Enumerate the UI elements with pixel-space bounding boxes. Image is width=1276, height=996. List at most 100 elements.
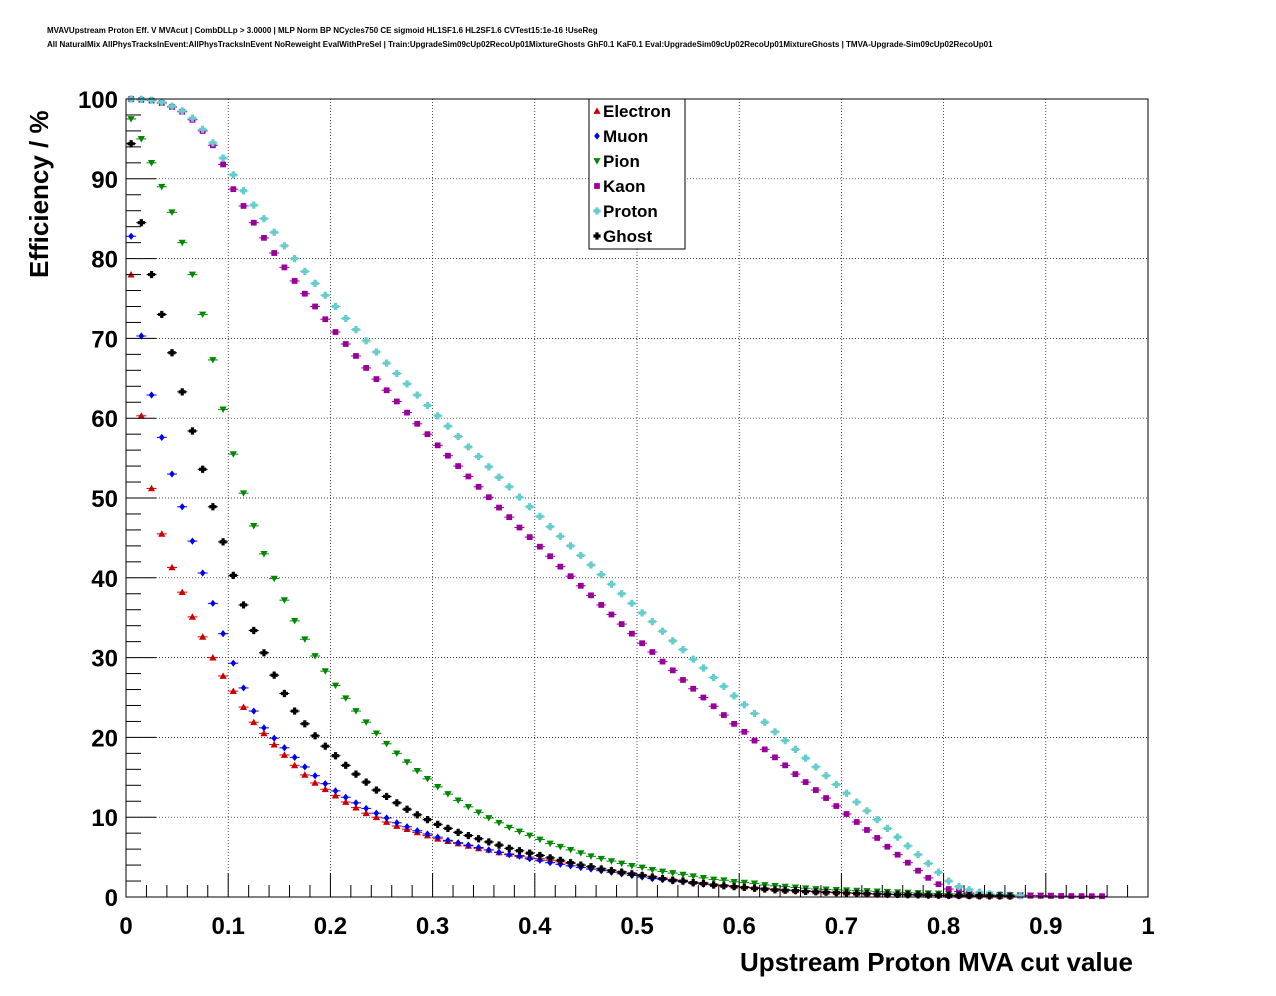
data-point <box>239 703 248 710</box>
data-point <box>372 730 380 738</box>
data-point <box>649 649 656 655</box>
data-point <box>505 824 513 832</box>
x-tick-label: 0.5 <box>620 913 653 940</box>
data-point <box>454 432 462 441</box>
data-point <box>577 850 585 857</box>
data-point <box>915 867 921 874</box>
data-point <box>802 754 810 762</box>
data-point <box>209 503 217 511</box>
data-point <box>934 868 943 876</box>
data-point <box>250 201 258 209</box>
data-point <box>485 815 493 822</box>
data-point <box>700 694 707 701</box>
data-point <box>536 512 544 520</box>
data-point <box>229 687 237 694</box>
x-tick-label: 0.3 <box>416 913 449 940</box>
data-point <box>137 412 145 419</box>
data-point <box>199 569 206 577</box>
x-tick-label: 1 <box>1141 913 1154 940</box>
data-point <box>332 329 339 335</box>
data-point <box>802 887 810 896</box>
data-point <box>638 609 646 617</box>
data-point <box>147 159 156 167</box>
series-electron <box>126 270 1016 899</box>
data-point <box>1058 893 1065 899</box>
data-point <box>434 412 442 420</box>
y-axis-title: Efficiency / % <box>24 110 54 278</box>
data-point <box>219 406 227 414</box>
data-point <box>904 891 912 899</box>
data-point <box>138 332 145 340</box>
data-point <box>178 107 186 115</box>
data-point <box>526 849 534 857</box>
data-point <box>638 864 646 872</box>
data-point <box>699 874 708 882</box>
data-point <box>771 886 779 894</box>
data-point <box>556 843 564 851</box>
data-point <box>699 879 708 888</box>
data-point <box>791 745 800 753</box>
data-point <box>679 871 687 879</box>
data-point <box>863 890 871 898</box>
data-point <box>312 303 318 310</box>
x-tick-label: 0.1 <box>212 913 245 940</box>
data-point <box>127 140 135 148</box>
data-point <box>556 532 564 540</box>
data-point <box>495 473 503 481</box>
data-point <box>597 865 605 873</box>
data-point <box>250 718 258 726</box>
data-point <box>515 847 524 855</box>
data-point <box>169 470 175 478</box>
data-point <box>128 232 134 240</box>
x-tick-label: 0.8 <box>927 913 960 940</box>
data-point <box>680 677 686 683</box>
data-point <box>301 267 309 275</box>
data-point <box>444 791 452 798</box>
data-point <box>740 883 748 892</box>
data-point <box>812 763 820 771</box>
data-point <box>220 161 226 168</box>
data-point <box>669 667 676 674</box>
data-point <box>894 833 902 841</box>
data-point <box>955 891 963 900</box>
header-line-1: MVAVUpstream Proton Eff. V MVAcut | Comb… <box>47 26 598 35</box>
data-point <box>270 671 278 679</box>
data-point <box>301 720 309 728</box>
data-point <box>587 863 595 871</box>
data-point <box>945 877 953 885</box>
data-point <box>935 881 942 888</box>
y-tick-label: 90 <box>91 167 118 194</box>
data-point <box>261 234 267 241</box>
data-point <box>628 870 636 878</box>
data-point <box>925 874 932 881</box>
data-point <box>260 215 268 223</box>
data-point <box>956 888 962 895</box>
data-point <box>883 824 891 832</box>
data-point <box>741 728 748 735</box>
data-point <box>904 859 911 866</box>
data-point <box>322 780 329 788</box>
series-muon <box>126 232 1016 901</box>
data-point <box>750 880 759 888</box>
series-kaon <box>126 96 1108 900</box>
data-point <box>822 888 830 896</box>
data-point <box>372 813 380 821</box>
data-point <box>802 779 809 785</box>
data-point <box>1068 893 1075 899</box>
data-point <box>526 503 534 511</box>
data-point <box>178 239 186 247</box>
data-point <box>291 618 299 625</box>
data-point <box>250 707 257 715</box>
y-tick-labels: 0 10 20 30 40 50 60 70 80 90 100 <box>78 87 118 912</box>
data-point <box>393 819 400 827</box>
data-point <box>188 427 197 435</box>
data-point <box>280 597 289 604</box>
data-point <box>373 809 380 817</box>
data-point <box>229 571 237 580</box>
data-point <box>547 553 554 560</box>
series-proton <box>126 95 1026 900</box>
data-point <box>648 618 656 626</box>
data-point <box>945 891 953 899</box>
data-point <box>188 613 197 620</box>
y-tick-label: 40 <box>91 566 118 593</box>
